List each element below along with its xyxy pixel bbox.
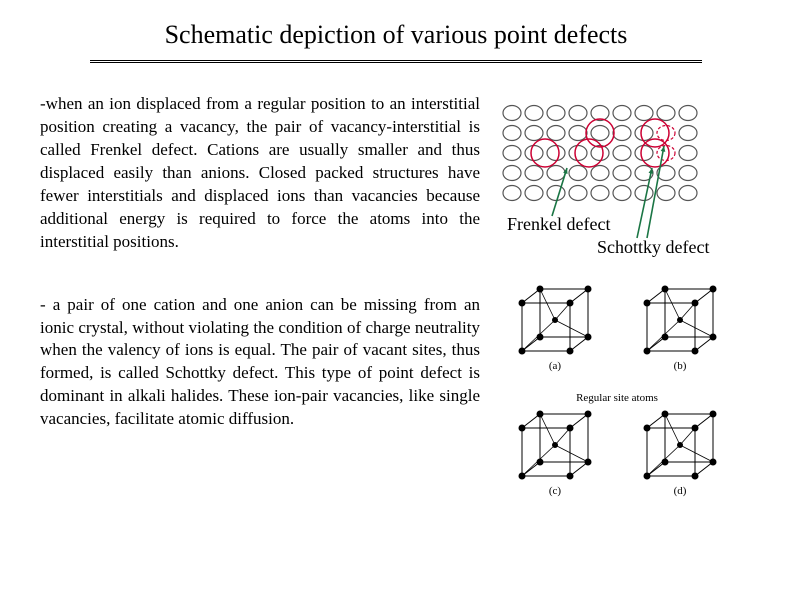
crystal-cells-diagram: (a) (b) (c) (d) Regular site atoms (492, 283, 742, 518)
svg-text:(b): (b) (674, 360, 687, 372)
lattice-defect-diagram: Frenkel defect Schottky defect (492, 98, 742, 263)
svg-text:Regular site atoms: Regular site atoms (576, 392, 658, 404)
svg-text:(c): (c) (549, 485, 562, 497)
paragraph-frenkel: -when an ion displaced from a regular po… (40, 93, 480, 254)
page-title: Schematic depiction of various point def… (40, 20, 752, 58)
svg-text:(d): (d) (674, 485, 687, 497)
figure-column: Frenkel defect Schottky defect (a) (b) (c)… (492, 93, 752, 518)
svg-text:Schottky defect: Schottky defect (597, 237, 709, 257)
content-row: -when an ion displaced from a regular po… (40, 93, 752, 518)
svg-text:Frenkel defect: Frenkel defect (507, 214, 610, 234)
title-underline (90, 60, 702, 63)
svg-text:(a): (a) (549, 360, 562, 372)
paragraph-schottky: - a pair of one cation and one anion can… (40, 294, 480, 432)
text-column: -when an ion displaced from a regular po… (40, 93, 480, 518)
